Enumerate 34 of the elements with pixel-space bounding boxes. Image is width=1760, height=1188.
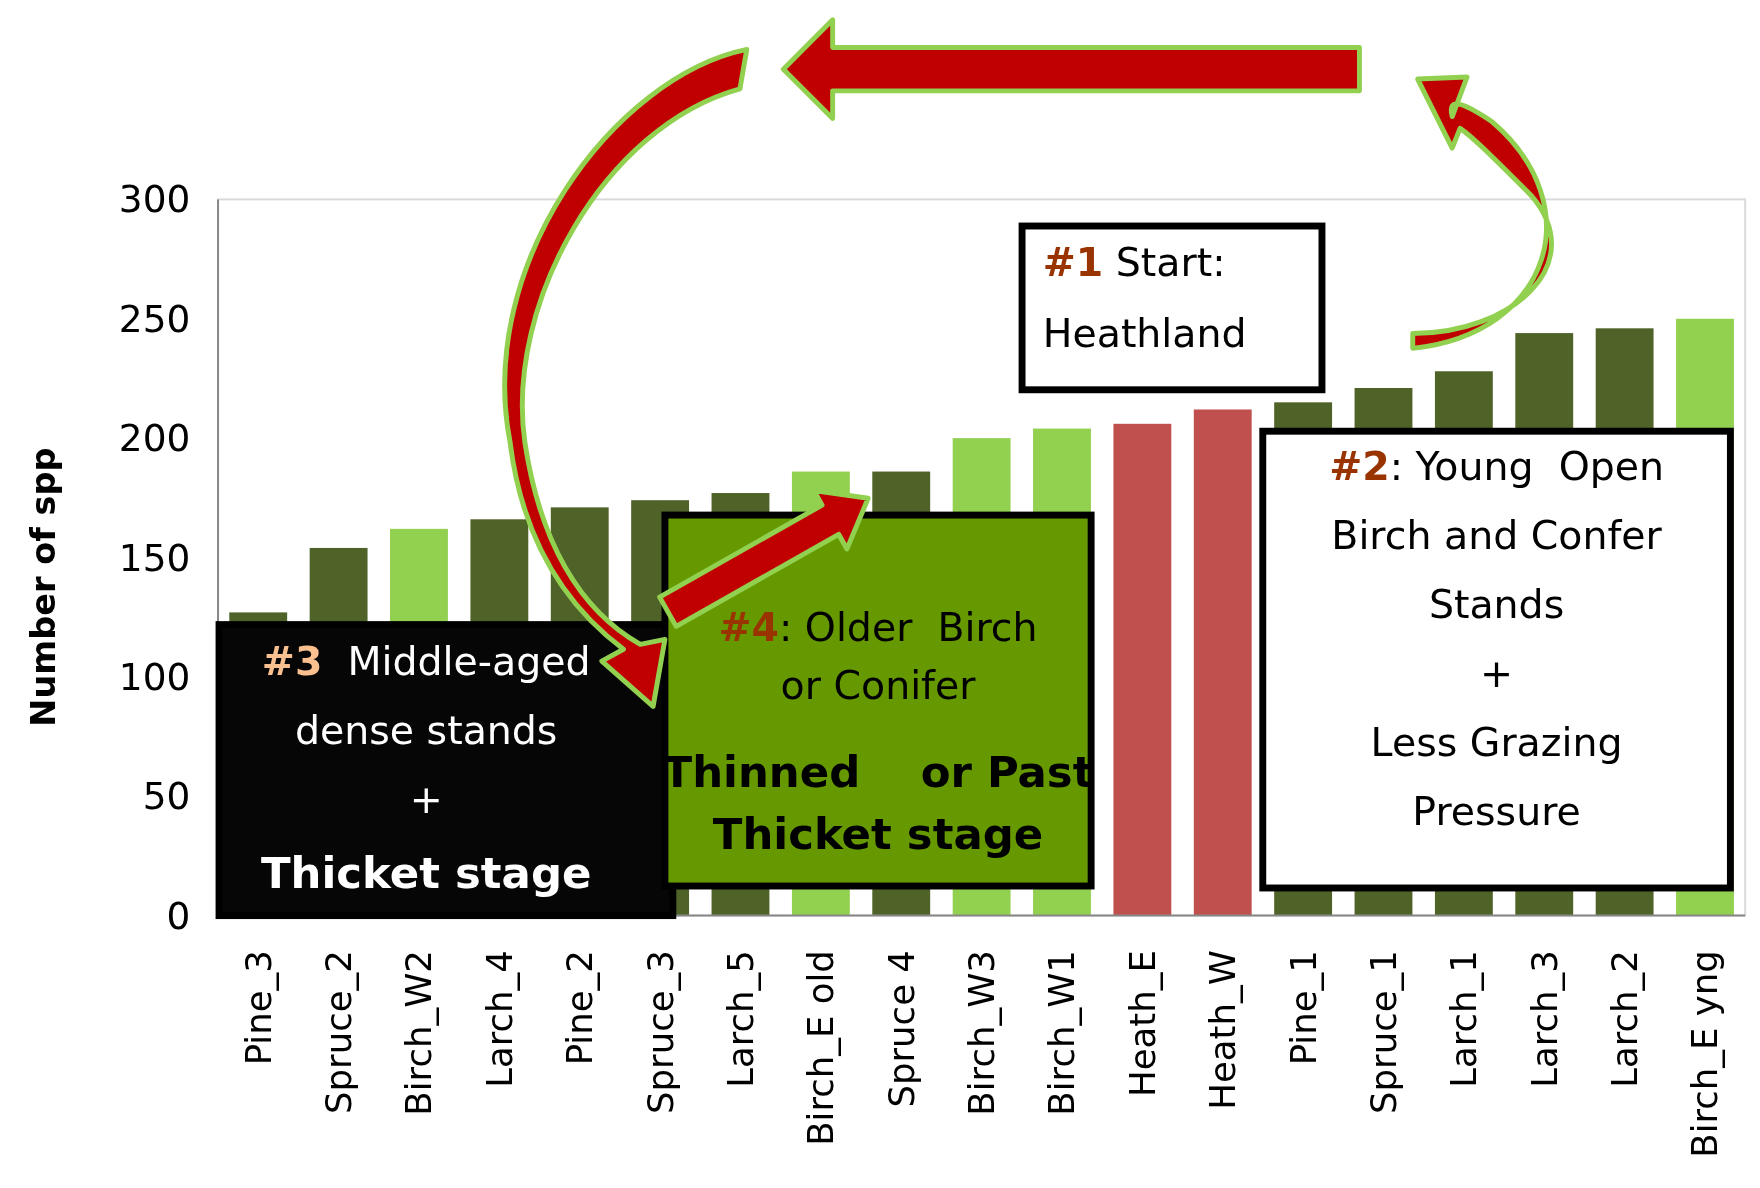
annotation: #2: Young Open Birch and Confer Stands + Less Grazing Pressure xyxy=(1329,442,1665,834)
x-tick-label: Larch_5 xyxy=(719,950,761,1088)
x-tick-label: Birch_E yng xyxy=(1684,950,1726,1158)
y-tick-label: 100 xyxy=(118,654,191,699)
x-tick-label: Larch_2 xyxy=(1604,950,1646,1088)
x-tick-label: Heath_E xyxy=(1121,950,1163,1098)
x-tick-label: Spruce 4 xyxy=(880,950,922,1108)
y-tick-label: 150 xyxy=(118,535,191,580)
x-tick-label: Birch_W3 xyxy=(961,950,1003,1116)
bar xyxy=(1113,423,1172,916)
y-tick-label: 0 xyxy=(166,893,191,938)
y-tick-label: 300 xyxy=(118,177,191,222)
x-tick-label: Pine_2 xyxy=(559,950,601,1066)
x-tick-label: Spruce_1 xyxy=(1362,950,1404,1114)
x-tick-label: Birch_W2 xyxy=(398,950,440,1116)
x-tick-label: Larch_4 xyxy=(478,950,520,1088)
annotation: #1 Start: Heathland xyxy=(1042,239,1247,357)
annotation: #3 Middle-aged dense stands + Thicket stage xyxy=(261,637,592,898)
x-tick-label: Pine_1 xyxy=(1282,950,1324,1066)
y-axis-title: Number of spp xyxy=(24,447,64,727)
text-box: #2: Young Open Birch and Confer Stands + Less Grazing Pressure xyxy=(1259,427,1734,892)
text-box: #1 Start: Heathland xyxy=(1018,222,1326,394)
y-tick-label: 200 xyxy=(118,416,191,461)
x-tick-label: Birch_W1 xyxy=(1041,950,1083,1116)
y-tick-label: 50 xyxy=(142,774,191,819)
x-tick-label: Larch_1 xyxy=(1443,950,1485,1088)
bar xyxy=(1193,409,1252,916)
x-tick-label: Birch_E old xyxy=(800,950,842,1146)
x-tick-label: Spruce_3 xyxy=(639,950,681,1114)
y-tick-label: 250 xyxy=(118,296,191,341)
x-tick-label: Larch_3 xyxy=(1523,950,1565,1088)
x-tick-label: Spruce_2 xyxy=(318,950,360,1114)
x-tick-label: Heath_W xyxy=(1202,950,1244,1110)
x-tick-label: Pine_3 xyxy=(237,950,279,1066)
